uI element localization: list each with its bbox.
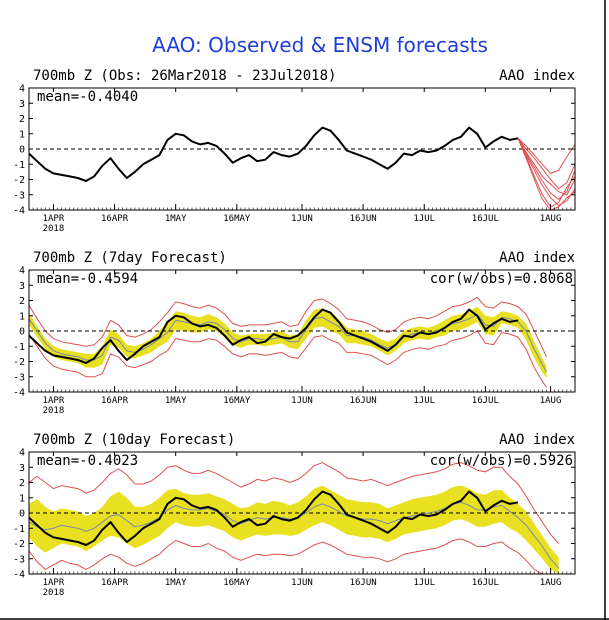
x-tick-label: 1AUG: [540, 214, 562, 224]
correlation-label: cor(w/obs)=0.5926: [430, 453, 573, 469]
panel-title-right: AAO index: [499, 432, 575, 448]
y-tick-label: -1: [13, 160, 25, 171]
x-tick-label: 16APR: [101, 578, 129, 588]
plot-area: [29, 296, 575, 388]
panel-title-left: 700mb Z (Obs: 26Mar2018 - 23Jul2018): [33, 68, 336, 84]
y-tick-label: 0: [19, 327, 25, 338]
range-upper-line: [29, 296, 547, 358]
ensemble-member-line: [517, 137, 575, 190]
y-tick-label: -4: [13, 570, 25, 581]
ensemble-member-line: [517, 138, 575, 207]
panel-10day-forecast: 700mb Z (10day Forecast) AAO index 4 3 2 1 0…: [13, 432, 576, 598]
correlation-label: cor(w/obs)=0.8068: [430, 271, 573, 287]
x-tick-label: 16JUL: [472, 396, 499, 406]
y-tick-label: 0: [19, 509, 25, 520]
spread-band: [29, 485, 559, 574]
x-tick-label: 1MAY: [165, 578, 187, 588]
x-tick-label: 16MAY: [223, 396, 251, 406]
panel-observed: 700mb Z (Obs: 26Mar2018 - 23Jul2018) AAO…: [13, 68, 576, 234]
ensemble-member-line: [517, 138, 575, 200]
x-tick-label: 16JUL: [472, 578, 499, 588]
x-tick-label: 1MAY: [165, 214, 187, 224]
range-lower-line: [29, 538, 559, 574]
y-tick-label: 2: [19, 114, 25, 125]
ensemble-member-line: [517, 138, 575, 210]
x-tick-label: 1AUG: [540, 396, 562, 406]
x-tick-label: 1JUN: [291, 578, 313, 588]
ensemble-member-line: [517, 137, 575, 174]
y-tick-label: -1: [13, 342, 25, 353]
x-tick-label: 1APR: [43, 396, 65, 406]
ensemble-mean-line: [29, 313, 547, 373]
x-tick-label: 1JUN: [291, 396, 313, 406]
x-tick-label: 16APR: [101, 214, 129, 224]
range-lower-line: [29, 330, 547, 388]
x-tick-label: 1JUL: [413, 578, 435, 588]
y-tick-label: -2: [13, 175, 25, 186]
y-tick-label: -2: [13, 539, 25, 550]
x-tick-label: 16JUN: [350, 578, 377, 588]
ensemble-member-line: [517, 138, 575, 196]
y-tick-label: -3: [13, 554, 25, 565]
y-tick-label: -4: [13, 388, 25, 399]
y-tick-label: 2: [19, 478, 25, 489]
x-tick-label: 16MAY: [223, 578, 251, 588]
y-tick-label: 3: [19, 281, 25, 292]
observed-line: [29, 308, 519, 364]
y-tick-label: -3: [13, 372, 25, 383]
year-label: 2018: [43, 224, 65, 234]
y-tick-label: 1: [19, 129, 25, 140]
observed-line: [29, 126, 519, 182]
plot-area: [29, 126, 575, 210]
panel-7day-forecast: 700mb Z (7day Forecast) AAO index 4 3 2 1 0 -…: [13, 250, 576, 416]
range-upper-line: [29, 462, 560, 544]
x-tick-label: 16JUN: [350, 396, 377, 406]
spread-band: [29, 306, 547, 379]
y-tick-label: 1: [19, 311, 25, 322]
x-tick-label: 1MAY: [165, 396, 187, 406]
y-tick-label: 2: [19, 296, 25, 307]
x-tick-label: 16APR: [101, 396, 129, 406]
y-tick-label: -1: [13, 524, 25, 535]
y-tick-label: 3: [19, 99, 25, 110]
y-tick-label: 4: [19, 266, 25, 277]
mean-label: mean=-0.4594: [37, 271, 138, 287]
observed-line: [29, 490, 519, 546]
x-tick-label: 1JUL: [413, 214, 435, 224]
x-tick-label: 16JUN: [350, 214, 377, 224]
y-tick-label: -4: [13, 206, 25, 217]
x-tick-label: 1AUG: [540, 578, 562, 588]
y-tick-label: -2: [13, 357, 25, 368]
mean-label: mean=-0.4040: [37, 89, 138, 105]
year-label: 2018: [43, 588, 65, 598]
y-tick-label: 0: [19, 145, 25, 156]
panel-title-right: AAO index: [499, 68, 575, 84]
plot-area: [29, 462, 575, 574]
x-tick-label: 1JUN: [291, 214, 313, 224]
y-tick-label: 4: [19, 84, 25, 95]
year-label: 2018: [43, 406, 65, 416]
mean-label: mean=-0.4023: [37, 453, 138, 469]
y-tick-label: 4: [19, 448, 25, 459]
y-tick-label: 1: [19, 493, 25, 504]
figure-title: AAO: Observed & ENSM forecasts: [152, 33, 488, 57]
ensemble-member-line: [517, 138, 575, 208]
panel-title-right: AAO index: [499, 250, 575, 266]
panel-title-left: 700mb Z (10day Forecast): [33, 432, 235, 448]
y-tick-label: 3: [19, 463, 25, 474]
x-tick-label: 1APR: [43, 578, 65, 588]
panel-title-left: 700mb Z (7day Forecast): [33, 250, 227, 266]
x-tick-label: 1JUL: [413, 396, 435, 406]
x-tick-label: 16MAY: [223, 214, 251, 224]
y-tick-label: -3: [13, 190, 25, 201]
x-tick-label: 1APR: [43, 214, 65, 224]
x-tick-label: 16JUL: [472, 214, 499, 224]
